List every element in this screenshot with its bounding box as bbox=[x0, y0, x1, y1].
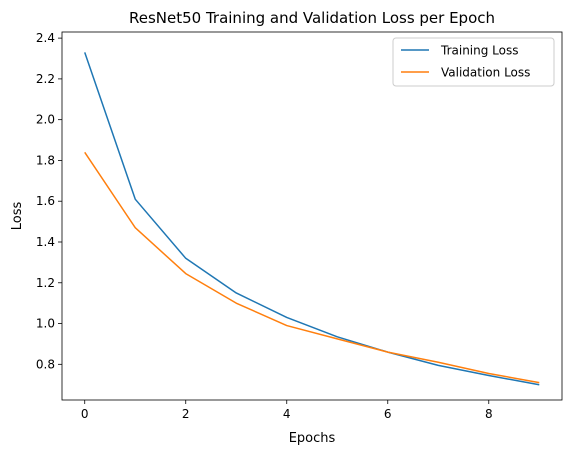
plot-frame bbox=[61, 31, 563, 401]
legend-label-training-loss: Training Loss bbox=[440, 44, 518, 58]
x-tick-label: 6 bbox=[384, 407, 392, 421]
x-axis-ticks: 0 2 4 6 8 bbox=[81, 400, 493, 421]
legend: Training Loss Validation Loss bbox=[392, 37, 555, 87]
y-tick-label: 1.6 bbox=[36, 194, 55, 208]
series-line-training-loss bbox=[84, 52, 540, 386]
y-tick-label: 1.8 bbox=[36, 153, 55, 167]
y-tick-label: 1.4 bbox=[36, 235, 55, 249]
y-tick-label: 0.8 bbox=[36, 357, 55, 371]
y-tick-label: 1.0 bbox=[36, 317, 55, 331]
chart-title: ResNet50 Training and Validation Loss pe… bbox=[129, 9, 495, 27]
series-line-validation-loss bbox=[84, 151, 540, 384]
y-tick-label: 2.0 bbox=[36, 113, 55, 127]
legend-box bbox=[392, 37, 555, 87]
x-tick-label: 8 bbox=[485, 407, 493, 421]
x-tick-label: 2 bbox=[182, 407, 190, 421]
x-tick-label: 4 bbox=[283, 407, 291, 421]
y-tick-label: 1.2 bbox=[36, 276, 55, 290]
y-axis-label: Loss bbox=[10, 202, 25, 231]
series-lines bbox=[84, 52, 540, 386]
plot-area bbox=[62, 32, 562, 400]
x-axis-label: Epochs bbox=[289, 431, 336, 446]
legend-label-validation-loss: Validation Loss bbox=[441, 66, 530, 80]
y-tick-label: 2.2 bbox=[36, 72, 55, 86]
y-axis-ticks: 0.8 1.0 1.2 1.4 1.6 1.8 2.0 2.2 2.4 bbox=[36, 31, 62, 371]
y-tick-label: 2.4 bbox=[36, 31, 55, 45]
x-tick-label: 0 bbox=[81, 407, 89, 421]
